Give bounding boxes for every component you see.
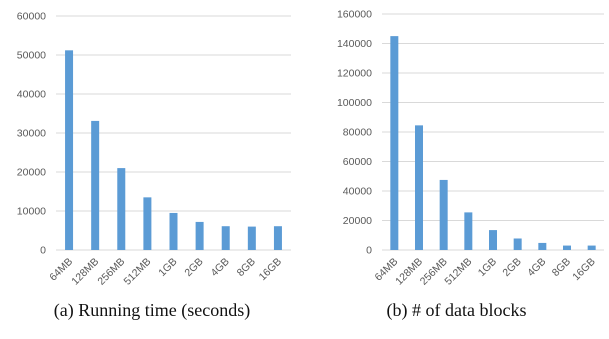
y-tick-label: 80000 — [343, 127, 372, 139]
y-tick-label: 40000 — [343, 186, 372, 198]
y-tick-label: 60000 — [17, 11, 46, 23]
y-tick-label: 160000 — [337, 9, 372, 21]
y-tick-label: 120000 — [337, 68, 372, 80]
bar-8gb — [247, 226, 256, 250]
y-tick-label: 0 — [366, 245, 372, 257]
bar-128mb — [415, 125, 423, 250]
x-tick-label: 4GB — [525, 256, 548, 279]
y-tick-label: 30000 — [17, 128, 46, 140]
y-tick-label: 20000 — [343, 215, 372, 227]
x-tick-label: 8GB — [550, 256, 573, 279]
bar-2gb — [195, 221, 204, 250]
caption-a: (a) Running time (seconds) — [53, 300, 251, 320]
bar-128mb — [91, 120, 100, 250]
x-tick-label: 1GB — [156, 256, 179, 279]
bar-4gb — [538, 242, 547, 250]
bar-1gb — [489, 230, 497, 250]
x-tick-label: 512MB — [442, 256, 474, 288]
y-tick-label: 50000 — [17, 50, 46, 62]
bar-64mb — [65, 50, 74, 250]
x-tick-label: 512MB — [121, 256, 153, 288]
chart-panel-b: 0 20000 40000 60000 80000 100000 120000 140000 1… — [304, 0, 609, 339]
data-blocks-chart: 0 20000 40000 60000 80000 100000 120000 140000 1… — [337, 9, 604, 288]
bar-16gb — [587, 245, 596, 250]
bar-4gb — [221, 226, 230, 250]
x-tick-label: 128MB — [69, 256, 101, 288]
x-tick-label: 1GB — [476, 256, 499, 279]
bar-8gb — [563, 245, 571, 250]
x-tick-label: 256MB — [95, 256, 127, 288]
y-tick-label: 0 — [40, 245, 46, 257]
bar-1gb — [169, 212, 178, 250]
x-tick-label: 2GB — [182, 256, 205, 279]
caption-b: (b) # of data blocks — [386, 300, 527, 320]
y-tick-label: 140000 — [337, 38, 372, 50]
x-tick-label: 16GB — [257, 256, 284, 283]
y-tick-label: 60000 — [343, 156, 372, 168]
x-tick-label: 16GB — [570, 256, 597, 283]
x-tick-label: 4GB — [208, 256, 231, 279]
running-time-chart: 010000200003000040000500006000064MB128MB… — [17, 11, 291, 288]
x-tick-label: 8GB — [235, 256, 258, 279]
bar-64mb — [390, 36, 399, 250]
bar-2gb — [513, 238, 522, 250]
x-tick-label: 2GB — [500, 256, 523, 279]
y-tick-label: 20000 — [17, 167, 46, 179]
bar-16gb — [273, 226, 282, 250]
y-tick-label: 100000 — [337, 97, 372, 109]
bar-512mb — [464, 212, 473, 250]
chart-panel-a: 0 10000 20000 30000 40000 50000 60000 64MB 128MB… — [0, 0, 304, 339]
y-tick-label: 10000 — [17, 206, 46, 218]
bar-512mb — [143, 197, 152, 250]
bar-256mb — [439, 179, 448, 250]
bar-256mb — [117, 168, 126, 250]
y-tick-label: 40000 — [17, 89, 46, 101]
